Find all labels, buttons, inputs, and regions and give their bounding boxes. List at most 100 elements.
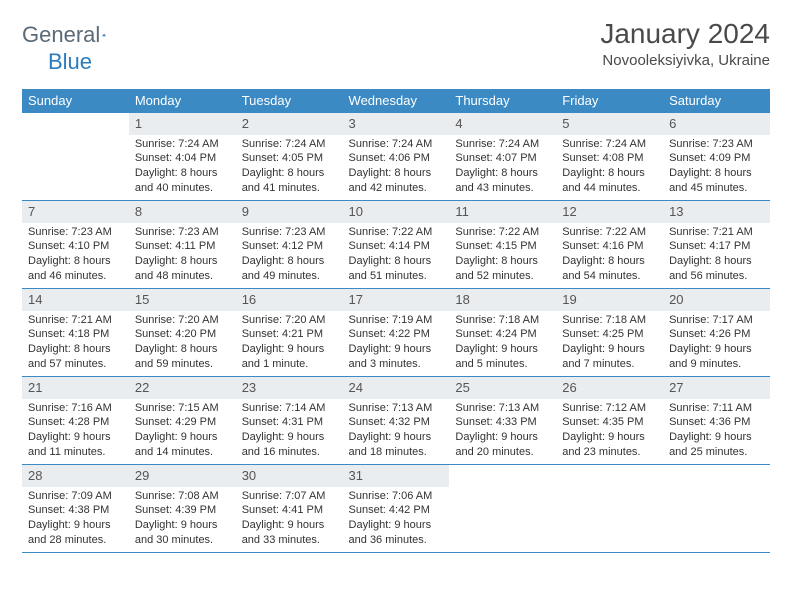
day-number: 18 bbox=[449, 289, 556, 311]
day-number: 23 bbox=[236, 377, 343, 399]
calendar-day-cell: 3Sunrise: 7:24 AMSunset: 4:06 PMDaylight… bbox=[343, 113, 450, 201]
day-number: 13 bbox=[663, 201, 770, 223]
day-details: Sunrise: 7:24 AMSunset: 4:04 PMDaylight:… bbox=[129, 135, 236, 200]
calendar-day-cell: 23Sunrise: 7:14 AMSunset: 4:31 PMDayligh… bbox=[236, 377, 343, 465]
calendar-body: 1Sunrise: 7:24 AMSunset: 4:04 PMDaylight… bbox=[22, 113, 770, 553]
calendar-day-cell: 19Sunrise: 7:18 AMSunset: 4:25 PMDayligh… bbox=[556, 289, 663, 377]
calendar-day-cell: 20Sunrise: 7:17 AMSunset: 4:26 PMDayligh… bbox=[663, 289, 770, 377]
day-number: 11 bbox=[449, 201, 556, 223]
calendar-day-cell: 14Sunrise: 7:21 AMSunset: 4:18 PMDayligh… bbox=[22, 289, 129, 377]
day-number: 16 bbox=[236, 289, 343, 311]
day-number: 28 bbox=[22, 465, 129, 487]
calendar-week-row: 21Sunrise: 7:16 AMSunset: 4:28 PMDayligh… bbox=[22, 377, 770, 465]
calendar-day-cell: 16Sunrise: 7:20 AMSunset: 4:21 PMDayligh… bbox=[236, 289, 343, 377]
day-number: 6 bbox=[663, 113, 770, 135]
day-number: 8 bbox=[129, 201, 236, 223]
calendar-day-cell: 13Sunrise: 7:21 AMSunset: 4:17 PMDayligh… bbox=[663, 201, 770, 289]
day-number: 25 bbox=[449, 377, 556, 399]
calendar-day-cell: 25Sunrise: 7:13 AMSunset: 4:33 PMDayligh… bbox=[449, 377, 556, 465]
day-header-row: SundayMondayTuesdayWednesdayThursdayFrid… bbox=[22, 89, 770, 113]
calendar-day-cell: 1Sunrise: 7:24 AMSunset: 4:04 PMDaylight… bbox=[129, 113, 236, 201]
calendar-day-cell: 28Sunrise: 7:09 AMSunset: 4:38 PMDayligh… bbox=[22, 465, 129, 553]
calendar-day-cell: 26Sunrise: 7:12 AMSunset: 4:35 PMDayligh… bbox=[556, 377, 663, 465]
day-number: 17 bbox=[343, 289, 450, 311]
calendar-day-cell bbox=[449, 465, 556, 553]
day-details: Sunrise: 7:21 AMSunset: 4:18 PMDaylight:… bbox=[22, 311, 129, 376]
logo-sail-icon bbox=[102, 26, 106, 44]
day-details: Sunrise: 7:09 AMSunset: 4:38 PMDaylight:… bbox=[22, 487, 129, 552]
day-number: 20 bbox=[663, 289, 770, 311]
calendar-day-cell: 6Sunrise: 7:23 AMSunset: 4:09 PMDaylight… bbox=[663, 113, 770, 201]
day-number: 14 bbox=[22, 289, 129, 311]
logo-word2: Blue bbox=[48, 49, 92, 75]
day-details: Sunrise: 7:23 AMSunset: 4:09 PMDaylight:… bbox=[663, 135, 770, 200]
calendar-day-cell bbox=[556, 465, 663, 553]
day-header: Saturday bbox=[663, 89, 770, 113]
calendar-day-cell: 4Sunrise: 7:24 AMSunset: 4:07 PMDaylight… bbox=[449, 113, 556, 201]
calendar-day-cell: 11Sunrise: 7:22 AMSunset: 4:15 PMDayligh… bbox=[449, 201, 556, 289]
day-details: Sunrise: 7:12 AMSunset: 4:35 PMDaylight:… bbox=[556, 399, 663, 464]
day-number: 15 bbox=[129, 289, 236, 311]
day-header: Sunday bbox=[22, 89, 129, 113]
day-header: Thursday bbox=[449, 89, 556, 113]
day-number: 12 bbox=[556, 201, 663, 223]
day-details: Sunrise: 7:22 AMSunset: 4:15 PMDaylight:… bbox=[449, 223, 556, 288]
day-details: Sunrise: 7:08 AMSunset: 4:39 PMDaylight:… bbox=[129, 487, 236, 552]
day-header: Monday bbox=[129, 89, 236, 113]
day-details: Sunrise: 7:24 AMSunset: 4:05 PMDaylight:… bbox=[236, 135, 343, 200]
day-details: Sunrise: 7:21 AMSunset: 4:17 PMDaylight:… bbox=[663, 223, 770, 288]
calendar-day-cell: 22Sunrise: 7:15 AMSunset: 4:29 PMDayligh… bbox=[129, 377, 236, 465]
calendar-day-cell: 5Sunrise: 7:24 AMSunset: 4:08 PMDaylight… bbox=[556, 113, 663, 201]
calendar-day-cell: 30Sunrise: 7:07 AMSunset: 4:41 PMDayligh… bbox=[236, 465, 343, 553]
day-details: Sunrise: 7:17 AMSunset: 4:26 PMDaylight:… bbox=[663, 311, 770, 376]
logo-word1: General bbox=[22, 22, 100, 48]
calendar-day-cell: 31Sunrise: 7:06 AMSunset: 4:42 PMDayligh… bbox=[343, 465, 450, 553]
day-details: Sunrise: 7:13 AMSunset: 4:32 PMDaylight:… bbox=[343, 399, 450, 464]
day-details: Sunrise: 7:18 AMSunset: 4:24 PMDaylight:… bbox=[449, 311, 556, 376]
day-number: 7 bbox=[22, 201, 129, 223]
day-details: Sunrise: 7:20 AMSunset: 4:20 PMDaylight:… bbox=[129, 311, 236, 376]
calendar-week-row: 7Sunrise: 7:23 AMSunset: 4:10 PMDaylight… bbox=[22, 201, 770, 289]
day-details: Sunrise: 7:06 AMSunset: 4:42 PMDaylight:… bbox=[343, 487, 450, 552]
calendar-day-cell: 8Sunrise: 7:23 AMSunset: 4:11 PMDaylight… bbox=[129, 201, 236, 289]
calendar-day-cell: 7Sunrise: 7:23 AMSunset: 4:10 PMDaylight… bbox=[22, 201, 129, 289]
day-header: Wednesday bbox=[343, 89, 450, 113]
day-details: Sunrise: 7:22 AMSunset: 4:16 PMDaylight:… bbox=[556, 223, 663, 288]
calendar-day-cell bbox=[22, 113, 129, 201]
calendar-day-cell: 29Sunrise: 7:08 AMSunset: 4:39 PMDayligh… bbox=[129, 465, 236, 553]
day-details: Sunrise: 7:16 AMSunset: 4:28 PMDaylight:… bbox=[22, 399, 129, 464]
day-number: 2 bbox=[236, 113, 343, 135]
day-details: Sunrise: 7:24 AMSunset: 4:08 PMDaylight:… bbox=[556, 135, 663, 200]
calendar-day-cell: 24Sunrise: 7:13 AMSunset: 4:32 PMDayligh… bbox=[343, 377, 450, 465]
day-header: Tuesday bbox=[236, 89, 343, 113]
day-number: 22 bbox=[129, 377, 236, 399]
day-details: Sunrise: 7:07 AMSunset: 4:41 PMDaylight:… bbox=[236, 487, 343, 552]
day-number: 31 bbox=[343, 465, 450, 487]
calendar-week-row: 14Sunrise: 7:21 AMSunset: 4:18 PMDayligh… bbox=[22, 289, 770, 377]
day-details: Sunrise: 7:20 AMSunset: 4:21 PMDaylight:… bbox=[236, 311, 343, 376]
day-details: Sunrise: 7:23 AMSunset: 4:12 PMDaylight:… bbox=[236, 223, 343, 288]
day-number: 1 bbox=[129, 113, 236, 135]
day-details: Sunrise: 7:24 AMSunset: 4:06 PMDaylight:… bbox=[343, 135, 450, 200]
calendar-day-cell: 12Sunrise: 7:22 AMSunset: 4:16 PMDayligh… bbox=[556, 201, 663, 289]
day-number: 27 bbox=[663, 377, 770, 399]
calendar-week-row: 1Sunrise: 7:24 AMSunset: 4:04 PMDaylight… bbox=[22, 113, 770, 201]
calendar-table: SundayMondayTuesdayWednesdayThursdayFrid… bbox=[22, 89, 770, 553]
location-label: Novooleksiyivka, Ukraine bbox=[600, 52, 770, 69]
title-block: January 2024 Novooleksiyivka, Ukraine bbox=[600, 18, 770, 69]
day-details: Sunrise: 7:14 AMSunset: 4:31 PMDaylight:… bbox=[236, 399, 343, 464]
day-number: 10 bbox=[343, 201, 450, 223]
day-details: Sunrise: 7:22 AMSunset: 4:14 PMDaylight:… bbox=[343, 223, 450, 288]
day-number: 19 bbox=[556, 289, 663, 311]
day-details: Sunrise: 7:15 AMSunset: 4:29 PMDaylight:… bbox=[129, 399, 236, 464]
day-number: 21 bbox=[22, 377, 129, 399]
day-number: 9 bbox=[236, 201, 343, 223]
month-title: January 2024 bbox=[600, 18, 770, 50]
day-header: Friday bbox=[556, 89, 663, 113]
calendar-day-cell: 15Sunrise: 7:20 AMSunset: 4:20 PMDayligh… bbox=[129, 289, 236, 377]
day-details: Sunrise: 7:23 AMSunset: 4:11 PMDaylight:… bbox=[129, 223, 236, 288]
day-number: 26 bbox=[556, 377, 663, 399]
calendar-day-cell bbox=[663, 465, 770, 553]
day-details: Sunrise: 7:18 AMSunset: 4:25 PMDaylight:… bbox=[556, 311, 663, 376]
day-details: Sunrise: 7:23 AMSunset: 4:10 PMDaylight:… bbox=[22, 223, 129, 288]
